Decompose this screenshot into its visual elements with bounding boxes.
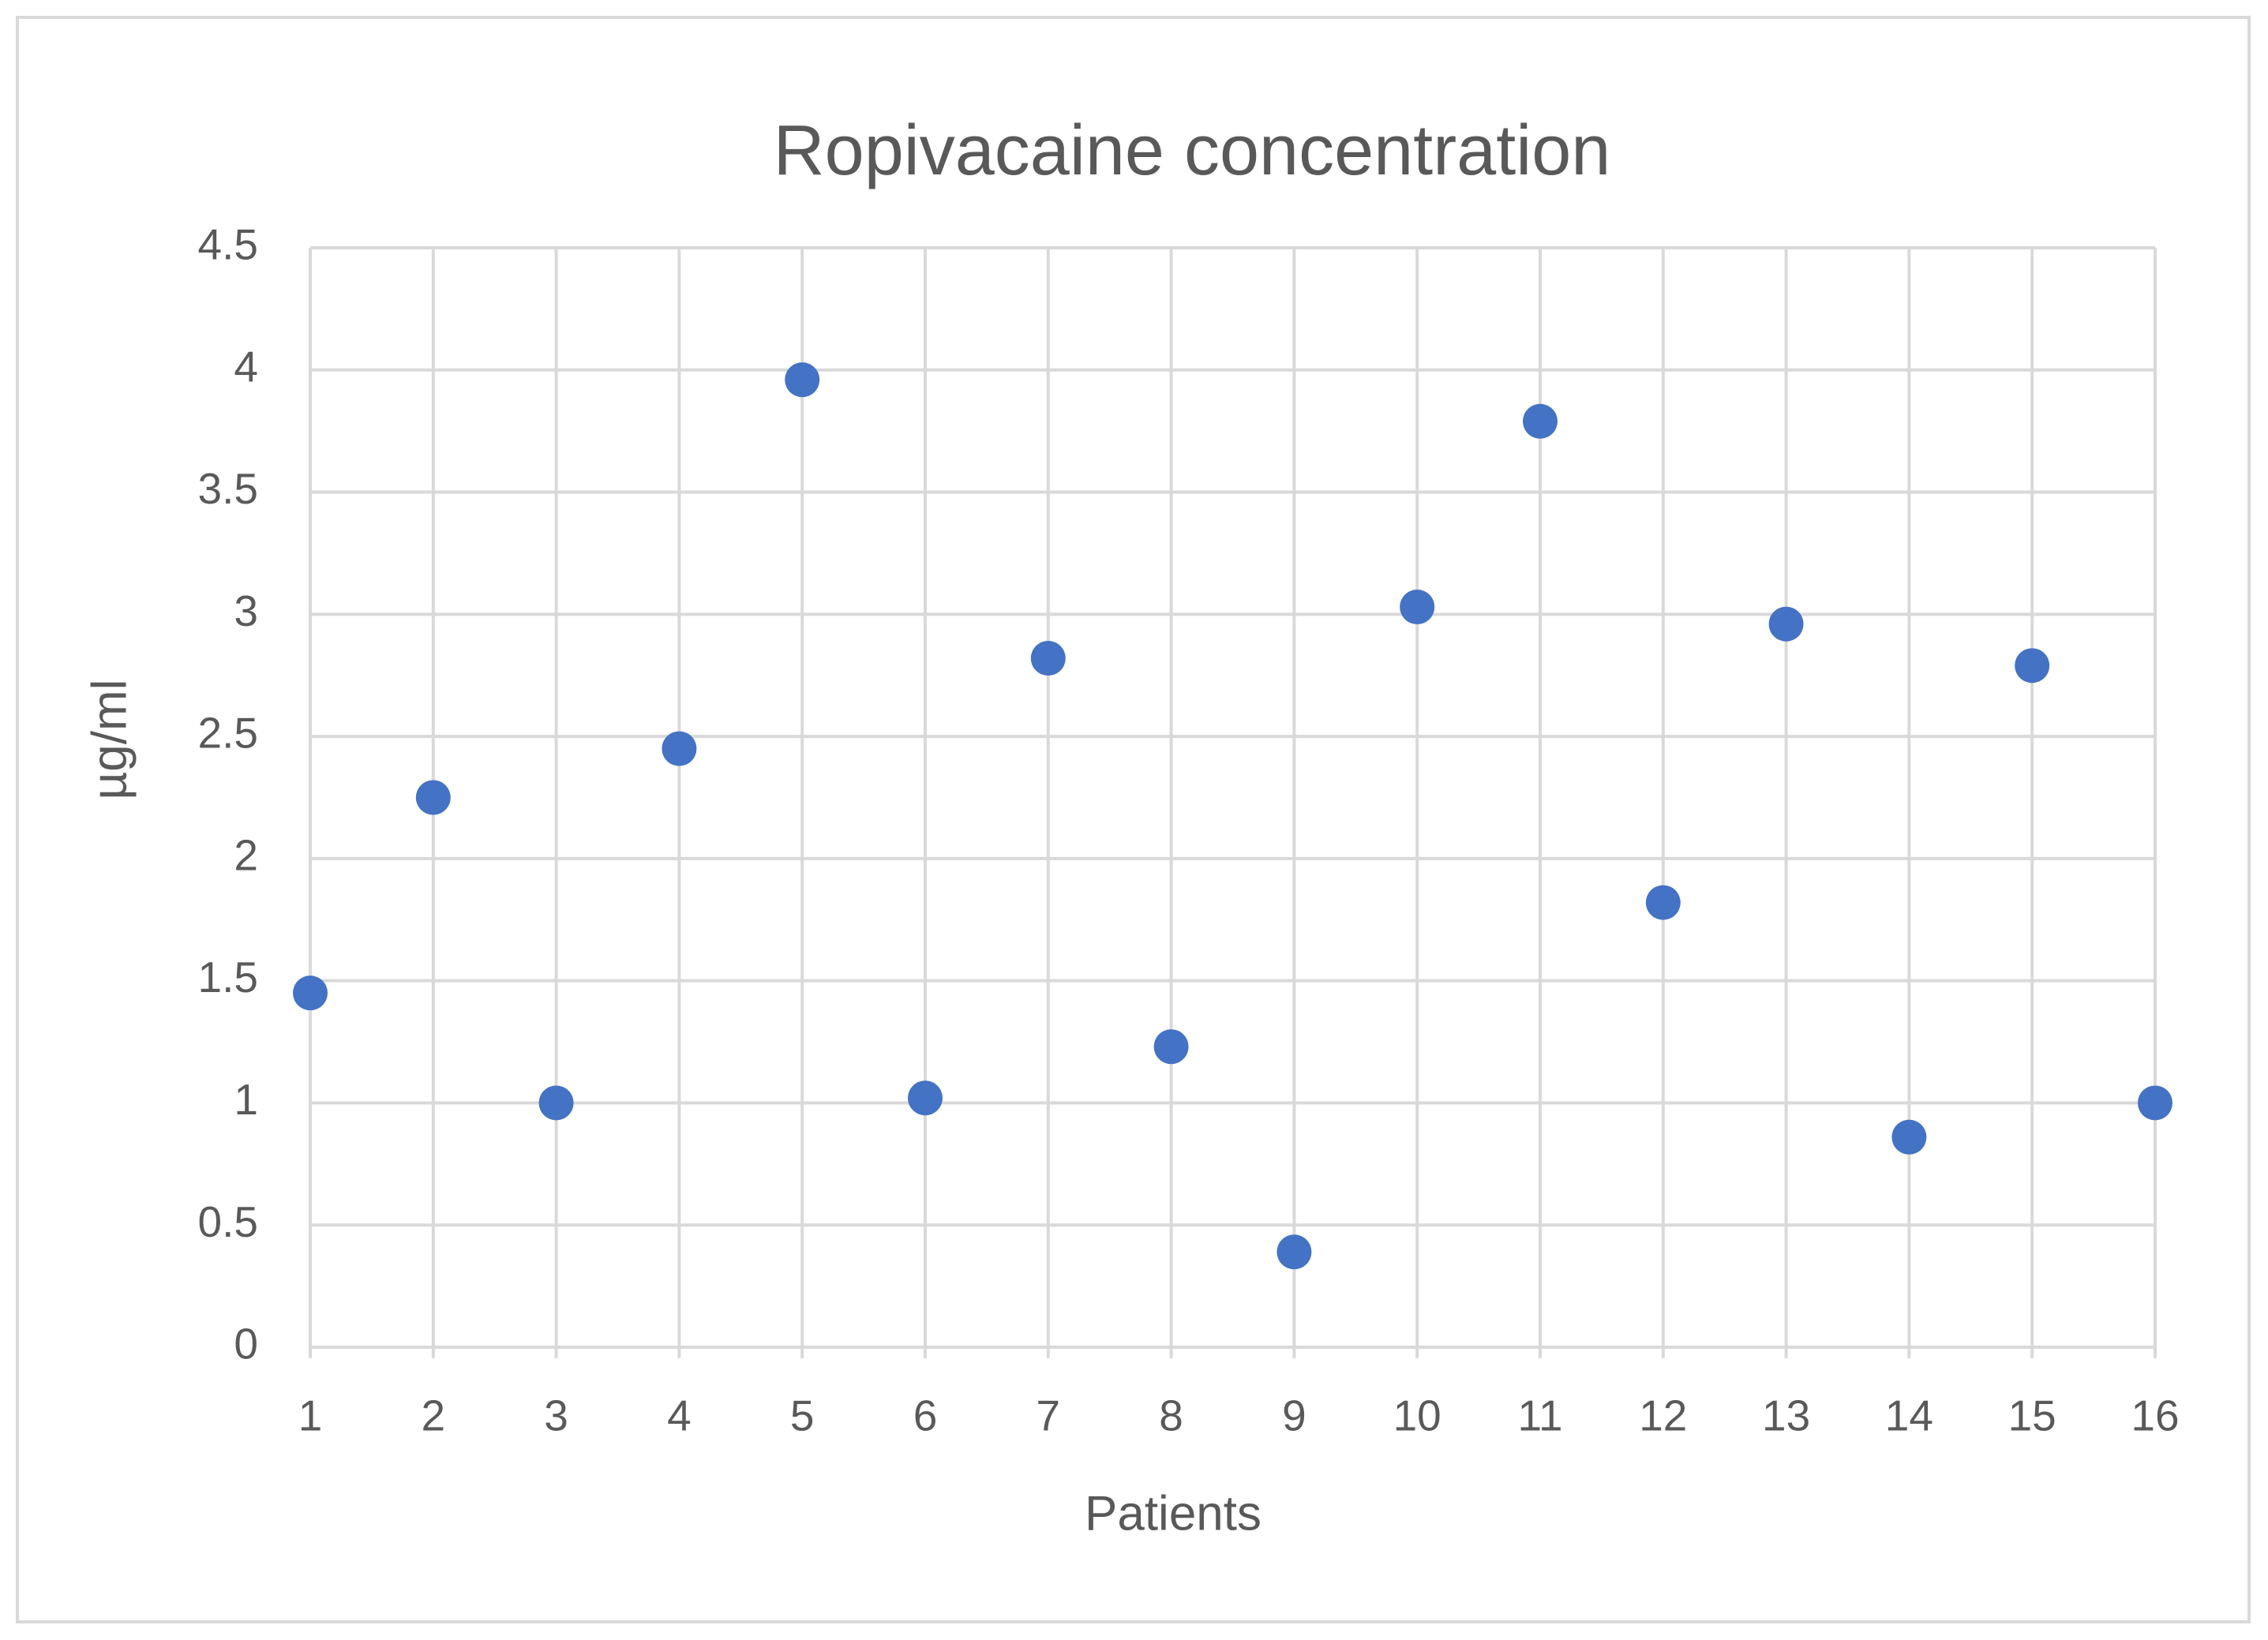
x-tick-label: 4 — [667, 1391, 692, 1440]
y-tick-label: 1 — [234, 1075, 258, 1124]
data-point — [1768, 606, 1804, 642]
y-tick-label: 3 — [234, 586, 258, 635]
x-tick-label: 6 — [913, 1391, 938, 1440]
data-point — [293, 975, 328, 1011]
data-point — [908, 1080, 943, 1116]
data-point — [785, 362, 820, 398]
y-tick-label: 4 — [234, 342, 258, 391]
y-tick-label: 0 — [234, 1320, 258, 1369]
data-point — [1153, 1029, 1189, 1065]
x-tick-label: 5 — [790, 1391, 815, 1440]
y-tick-label: 1.5 — [198, 953, 258, 1002]
data-point — [1523, 403, 1558, 439]
data-point — [1645, 885, 1681, 920]
data-point — [1400, 590, 1435, 625]
x-tick-label: 10 — [1393, 1391, 1441, 1440]
data-point — [1891, 1119, 1927, 1155]
x-tick-label: 2 — [422, 1391, 446, 1440]
x-tick-label: 15 — [2008, 1391, 2056, 1440]
y-tick-label: 4.5 — [198, 220, 258, 269]
data-point — [662, 731, 697, 766]
data-point — [2015, 648, 2050, 683]
x-axis-label: Patients — [1085, 1486, 1261, 1541]
data-point — [1030, 641, 1066, 676]
x-tick-label: 11 — [1517, 1391, 1562, 1440]
y-tick-label: 2 — [234, 830, 258, 879]
x-tick-label: 12 — [1639, 1391, 1687, 1440]
x-tick-label: 14 — [1885, 1391, 1933, 1440]
x-tick-label: 9 — [1282, 1391, 1306, 1440]
data-point — [1276, 1234, 1312, 1270]
chart-border — [16, 16, 2251, 1623]
x-tick-label: 3 — [544, 1391, 568, 1440]
x-tick-label: 7 — [1037, 1391, 1061, 1440]
data-point — [415, 780, 451, 815]
y-tick-label: 0.5 — [198, 1197, 258, 1246]
y-axis-label: µg/ml — [82, 680, 137, 800]
x-tick-label: 1 — [298, 1391, 323, 1440]
data-point — [2138, 1085, 2172, 1121]
chart-title: Ropivacaine concentration — [774, 111, 1611, 190]
x-tick-label: 13 — [1762, 1391, 1810, 1440]
x-tick-label: 16 — [2131, 1391, 2179, 1440]
x-tick-label: 8 — [1159, 1391, 1183, 1440]
y-tick-label: 3.5 — [198, 464, 258, 513]
y-tick-label: 2.5 — [198, 709, 258, 758]
data-point — [538, 1085, 574, 1121]
